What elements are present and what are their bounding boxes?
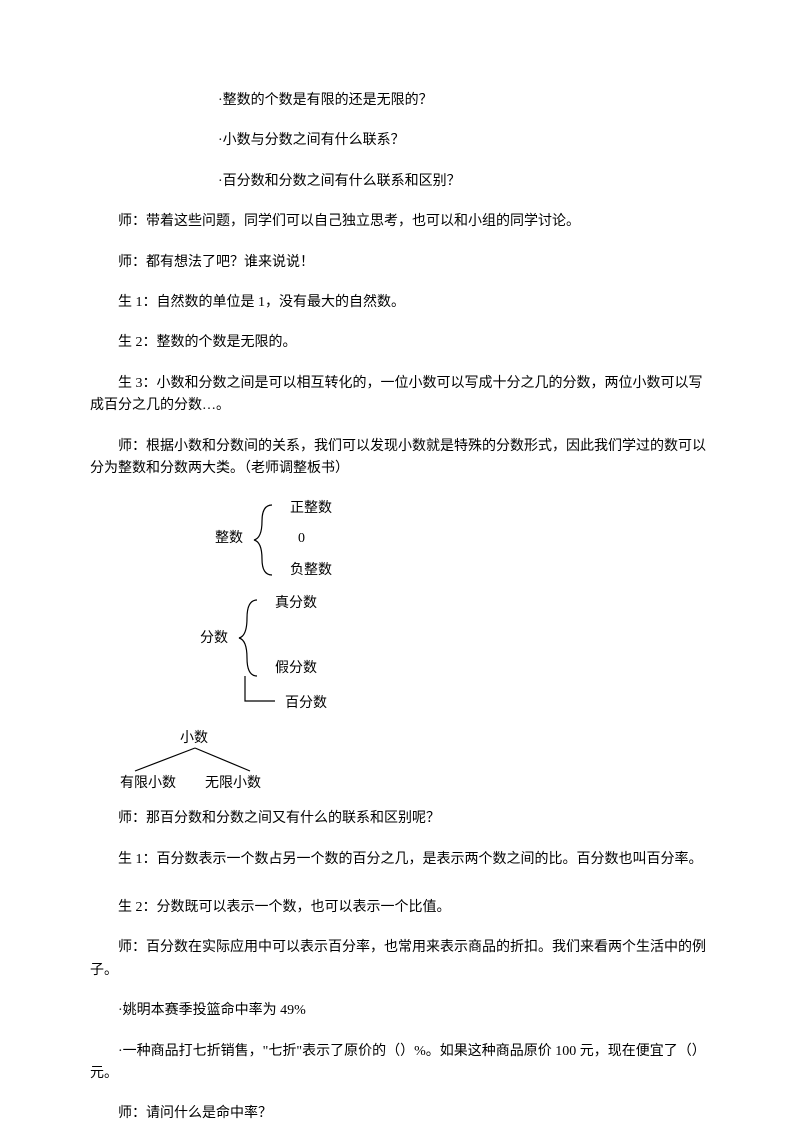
brace-icon [250,503,280,578]
tree-leaf: 正整数 [290,498,332,520]
bullet-item: ·姚明本赛季投篮命中率为 49% [90,1000,710,1022]
tree-node-integer: 整数 [215,528,243,550]
paragraph: 师：百分数在实际应用中可以表示百分率，也常用来表示商品的折扣。我们来看两个生活中… [90,937,710,982]
paragraph: 生 1：百分数表示一个数占另一个数的百分之几，是表示两个数之间的比。百分数也叫百… [90,849,710,871]
connector-line [240,676,280,706]
paragraph: 师：那百分数和分数之间又有什么的联系和区别呢？ [90,808,710,830]
tree-diagram-numbers: 整数 正整数 0 负整数 分数 真分数 假分数 百分数 [170,498,710,718]
bullet-item: ·一种商品打七折销售，"七折"表示了原价的（）%。如果这种商品原价 100 元，… [90,1041,710,1086]
paragraph: 生 3：小数和分数之间是可以相互转化的，一位小数可以写成十分之几的分数，两位小数… [90,373,710,418]
tree-leaf: 无限小数 [205,773,261,795]
tree-leaf: 0 [298,528,305,550]
tree-diagram-decimals: 小数 有限小数 无限小数 [120,728,710,798]
paragraph: 生 2：分数既可以表示一个数，也可以表示一个比值。 [90,897,710,919]
paragraph: 师：带着这些问题，同学们可以自己独立思考，也可以和小组的同学讨论。 [90,211,710,233]
paragraph: 生 1：自然数的单位是 1，没有最大的自然数。 [90,292,710,314]
brace-icon [235,598,265,678]
tree-leaf: 假分数 [275,658,317,680]
tree-leaf: 有限小数 [120,773,176,795]
paragraph: 师：都有想法了吧？谁来说说！ [90,252,710,274]
paragraph: 师：根据小数和分数间的关系，我们可以发现小数就是特殊的分数形式，因此我们学过的数… [90,436,710,481]
split-lines-icon [120,746,280,776]
tree-node-fraction: 分数 [200,628,228,650]
document-body: ·整数的个数是有限的还是无限的？ ·小数与分数之间有什么联系？ ·百分数和分数之… [0,0,800,1126]
tree-leaf: 真分数 [275,593,317,615]
bullet-item: ·百分数和分数之间有什么联系和区别？ [218,171,710,193]
paragraph: 生 2：整数的个数是无限的。 [90,332,710,354]
paragraph: 师：请问什么是命中率？ [90,1103,710,1125]
tree-leaf: 负整数 [290,560,332,582]
tree-leaf: 百分数 [285,693,327,715]
bullet-item: ·整数的个数是有限的还是无限的？ [218,90,710,112]
bullet-item: ·小数与分数之间有什么联系？ [218,130,710,152]
